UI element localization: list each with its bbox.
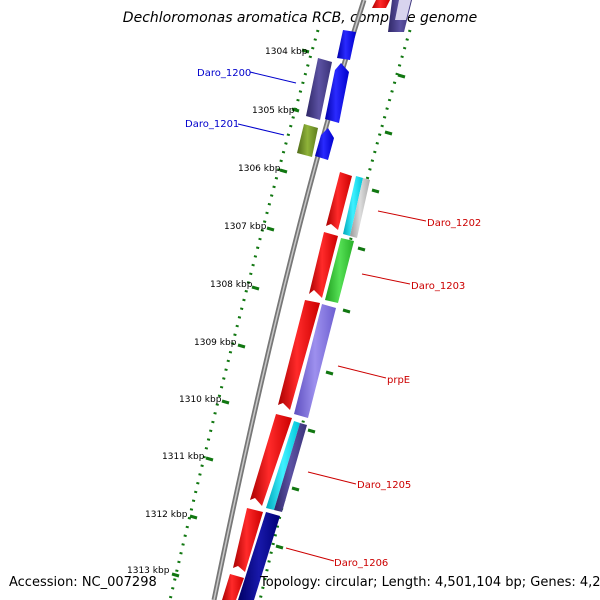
gene-label-daro-1202[interactable]: Daro_1202 — [427, 218, 481, 229]
ruler-label: 1312 kbp — [145, 510, 188, 520]
ruler-label: 1307 kbp — [224, 222, 267, 232]
gene-daro-1206[interactable] — [238, 512, 280, 600]
gene-label-prpe[interactable]: prpE — [387, 375, 410, 386]
gene-feature[interactable] — [250, 414, 292, 506]
ruler-label: 1310 kbp — [179, 395, 222, 405]
gene-daro-1202[interactable] — [343, 176, 363, 236]
gene-feature[interactable] — [222, 574, 244, 600]
gene-feature[interactable] — [274, 423, 307, 512]
map-title: Dechloromonas aromatica RCB, complete ge… — [122, 10, 478, 26]
ruler-label: 1304 kbp — [265, 47, 308, 57]
gene-label-daro-1206[interactable]: Daro_1206 — [334, 558, 388, 569]
gene-feature[interactable] — [315, 128, 334, 160]
gene-label-daro-1205[interactable]: Daro_1205 — [357, 480, 411, 491]
gene-feature[interactable] — [395, 0, 411, 20]
gene-feature[interactable] — [350, 178, 370, 238]
gene-labels: Daro_1200 Daro_1201 Daro_1202 Daro_1203 … — [185, 68, 481, 569]
gene-feature[interactable] — [372, 0, 390, 8]
accession-text: Accession: NC_007298 — [9, 575, 157, 590]
gene-feature[interactable] — [309, 232, 338, 298]
gene-label-callouts — [237, 71, 427, 562]
ruler-label: 1313 kbp — [127, 566, 170, 576]
ruler-ticks — [171, 48, 406, 578]
gene-features[interactable] — [222, 0, 412, 600]
gene-feature[interactable] — [325, 63, 349, 123]
gene-daro-1205[interactable] — [266, 421, 300, 510]
gene-prpe[interactable] — [294, 304, 336, 418]
gene-daro-1200[interactable] — [306, 58, 332, 120]
topology-text: Topology: circular; Length: 4,501,104 bp… — [260, 575, 600, 590]
gene-feature[interactable] — [337, 30, 356, 60]
ruler-label: 1311 kbp — [162, 452, 205, 462]
gene-daro-1203[interactable] — [325, 238, 354, 303]
gene-daro-1201[interactable] — [297, 124, 318, 157]
gene-feature[interactable] — [278, 300, 320, 410]
ruler-label: 1308 kbp — [210, 280, 253, 290]
gene-feature[interactable] — [233, 508, 263, 572]
gene-label-daro-1201[interactable]: Daro_1201 — [185, 119, 239, 130]
gene-label-daro-1203[interactable]: Daro_1203 — [411, 281, 465, 292]
ruler-label: 1305 kbp — [252, 106, 295, 116]
outer-dotted-ring — [168, 29, 320, 600]
ruler-label: 1306 kbp — [238, 164, 281, 174]
gene-label-daro-1200[interactable]: Daro_1200 — [197, 68, 251, 79]
gene-feature[interactable] — [326, 172, 352, 230]
ruler-label: 1309 kbp — [194, 338, 237, 348]
ruler-labels: 1304 kbp 1305 kbp 1306 kbp 1307 kbp 1308… — [127, 47, 308, 576]
